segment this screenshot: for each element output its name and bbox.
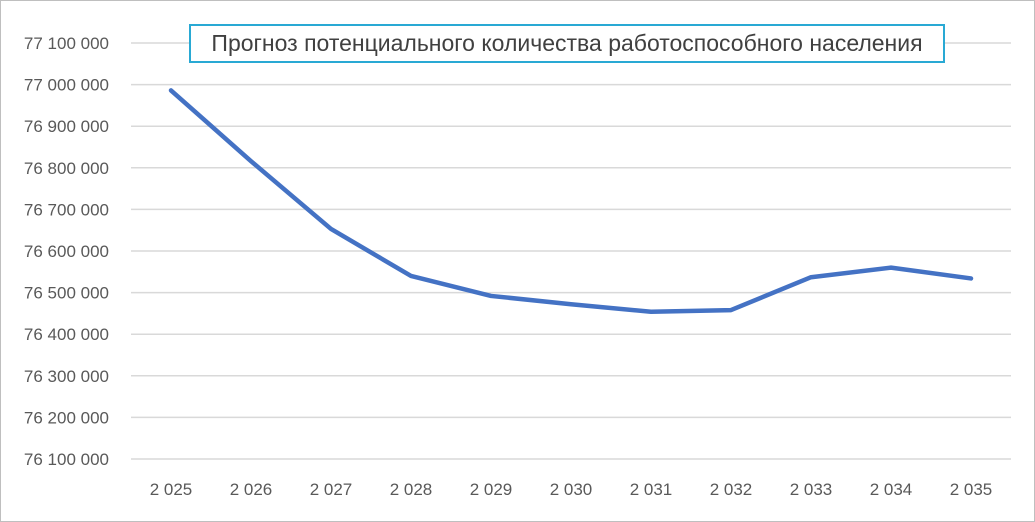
y-tick-label: 76 900 000 <box>24 117 109 136</box>
y-tick-label: 76 400 000 <box>24 325 109 344</box>
y-tick-label: 76 200 000 <box>24 408 109 427</box>
y-tick-label: 76 500 000 <box>24 284 109 303</box>
x-tick-label: 2 032 <box>710 480 753 499</box>
x-tick-label: 2 030 <box>550 480 593 499</box>
y-tick-label: 76 600 000 <box>24 242 109 261</box>
x-tick-label: 2 025 <box>150 480 193 499</box>
x-tick-label: 2 031 <box>630 480 673 499</box>
series-line <box>168 88 974 314</box>
y-tick-label: 77 000 000 <box>24 76 109 95</box>
y-tick-label: 77 100 000 <box>24 34 109 53</box>
y-tick-label: 76 100 000 <box>24 450 109 469</box>
y-tick-label: 76 800 000 <box>24 159 109 178</box>
y-tick-label: 76 300 000 <box>24 367 109 386</box>
x-tick-label: 2 033 <box>790 480 833 499</box>
x-tick-label: 2 029 <box>470 480 513 499</box>
x-tick-label: 2 034 <box>870 480 913 499</box>
x-tick-label: 2 026 <box>230 480 273 499</box>
x-tick-label: 2 027 <box>310 480 353 499</box>
y-tick-label: 76 700 000 <box>24 200 109 219</box>
x-tick-label: 2 028 <box>390 480 433 499</box>
chart-title: Прогноз потенциального количества работо… <box>189 24 945 63</box>
x-tick-label: 2 035 <box>950 480 993 499</box>
